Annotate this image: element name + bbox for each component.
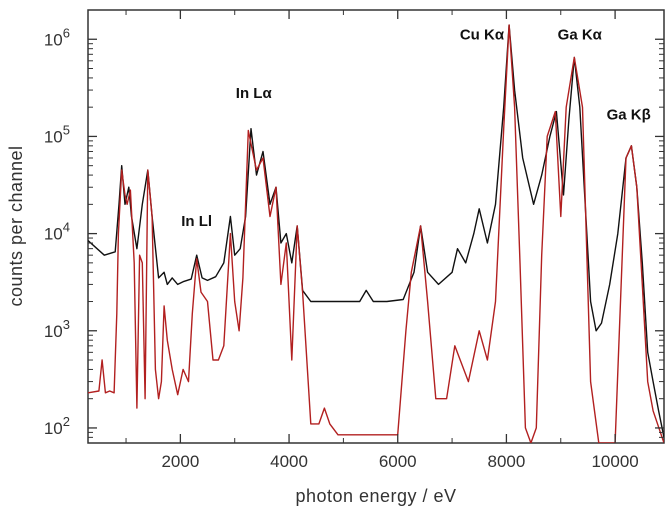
x-tick-label: 4000: [270, 452, 308, 471]
peak-annotation: In Lα: [236, 85, 273, 102]
peak-annotation: Ga Kβ: [607, 106, 651, 123]
x-axis-label: photon energy / eV: [295, 486, 456, 506]
peak-annotation: Ga Kα: [558, 26, 603, 43]
y-tick-label: 104: [44, 220, 70, 244]
y-tick-label: 103: [44, 317, 70, 341]
y-tick-label: 105: [44, 122, 70, 146]
x-tick-label: 6000: [379, 452, 417, 471]
x-tick-label: 10000: [591, 452, 638, 471]
y-tick-label: 106: [44, 25, 70, 49]
series-layer: [88, 24, 664, 443]
peak-annotation: In Ll: [181, 213, 212, 230]
series-line-1: [88, 24, 664, 438]
annotation-layer: In Lα In Ll Cu Kα Ga Kα Ga Kβ: [181, 26, 651, 230]
peak-annotation: Cu Kα: [460, 26, 505, 43]
x-tick-label: 2000: [161, 452, 199, 471]
series-line-2: [88, 24, 664, 443]
x-axis: 2000 4000 6000 8000 10000: [125, 10, 639, 471]
x-tick-label: 8000: [488, 452, 526, 471]
y-axis-label: counts per channel: [6, 145, 26, 306]
y-tick-label: 102: [44, 414, 70, 438]
